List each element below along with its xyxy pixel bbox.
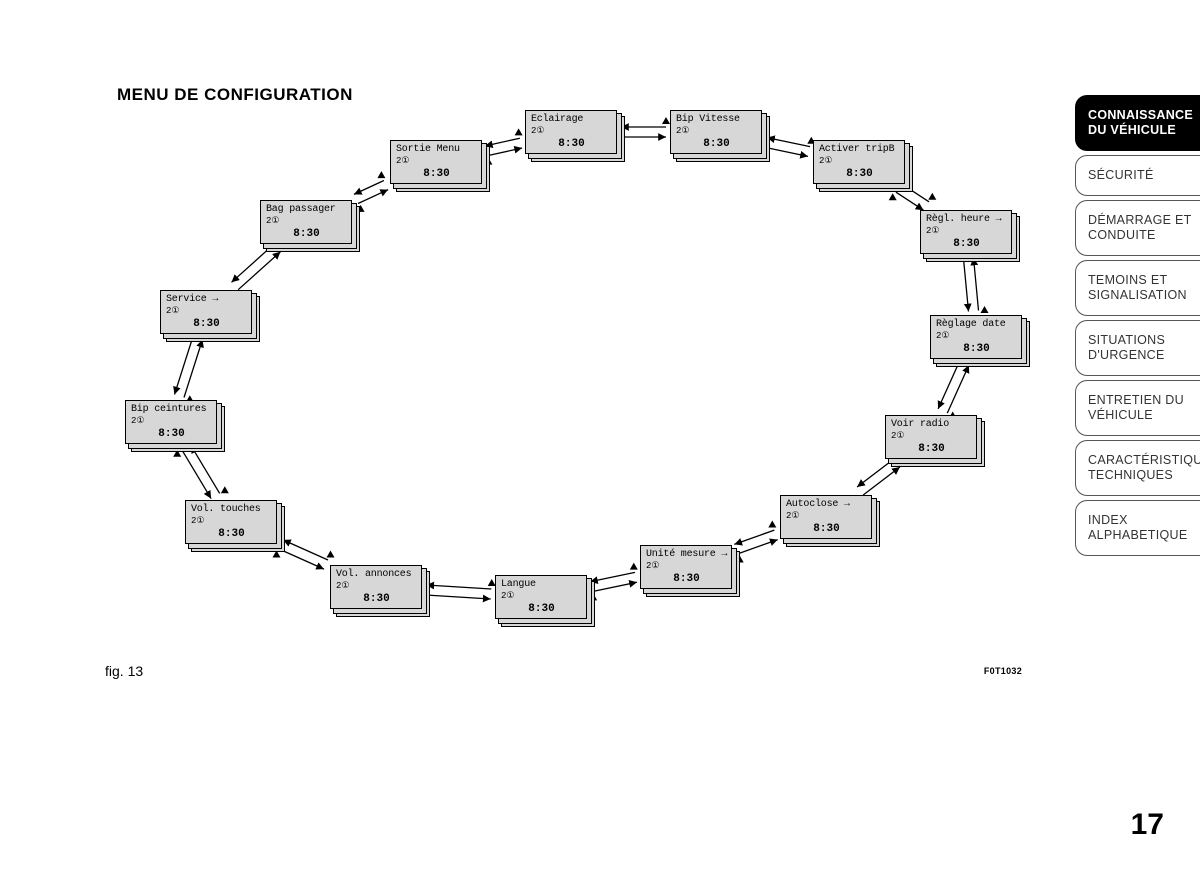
figure-code: F0T1032 <box>984 666 1022 676</box>
menu-node-sub: 2① <box>819 156 900 166</box>
menu-node-time: 8:30 <box>676 138 757 150</box>
menu-node-voirradio: Voir radio2① 8:30 <box>885 415 977 459</box>
menu-node-sub: 2① <box>936 331 1017 341</box>
menu-node-sub: 2① <box>891 431 972 441</box>
menu-node-time: 8:30 <box>396 168 477 180</box>
menu-node-time: 8:30 <box>166 318 247 330</box>
menu-node-sub: 2① <box>646 561 727 571</box>
menu-node-unitemesure: Unité mesure →2① 8:30 <box>640 545 732 589</box>
menu-node-label: Voir radio <box>891 419 972 430</box>
menu-node-label: Eclairage <box>531 114 612 125</box>
menu-node-sub: 2① <box>266 216 347 226</box>
section-tab[interactable]: SÉCURITÉ <box>1075 155 1200 196</box>
menu-node-sub: 2① <box>501 591 582 601</box>
section-tab[interactable]: CONNAISSANCE DU VÉHICULE <box>1075 95 1200 151</box>
menu-node-time: 8:30 <box>501 603 582 615</box>
menu-node-time: 8:30 <box>936 343 1017 355</box>
menu-node-time: 8:30 <box>819 168 900 180</box>
menu-node-eclairage: Eclairage2① 8:30 <box>525 110 617 154</box>
menu-node-autoclose: Autoclose →2① 8:30 <box>780 495 872 539</box>
menu-node-label: Vol. touches <box>191 504 272 515</box>
menu-node-sub: 2① <box>531 126 612 136</box>
menu-node-sub: 2① <box>786 511 867 521</box>
menu-node-reglagedate: Règlage date2① 8:30 <box>930 315 1022 359</box>
section-tabs: CONNAISSANCE DU VÉHICULESÉCURITÉDÉMARRAG… <box>1075 95 1200 560</box>
menu-node-time: 8:30 <box>926 238 1007 250</box>
menu-node-sub: 2① <box>336 581 417 591</box>
menu-node-sub: 2① <box>926 226 1007 236</box>
menu-node-sub: 2① <box>396 156 477 166</box>
menu-node-sub: 2① <box>676 126 757 136</box>
menu-node-bipceintures: Bip ceintures2① 8:30 <box>125 400 217 444</box>
menu-node-time: 8:30 <box>336 593 417 605</box>
menu-node-label: Règl. heure → <box>926 214 1007 225</box>
menu-node-time: 8:30 <box>786 523 867 535</box>
menu-node-time: 8:30 <box>891 443 972 455</box>
menu-node-label: Vol. annonces <box>336 569 417 580</box>
menu-node-volannonces: Vol. annonces2① 8:30 <box>330 565 422 609</box>
menu-node-time: 8:30 <box>191 528 272 540</box>
menu-node-label: Bip ceintures <box>131 404 212 415</box>
menu-node-label: Service → <box>166 294 247 305</box>
menu-node-activertripb: Activer tripB2① 8:30 <box>813 140 905 184</box>
menu-node-label: Règlage date <box>936 319 1017 330</box>
menu-node-voltouches: Vol. touches2① 8:30 <box>185 500 277 544</box>
menu-node-time: 8:30 <box>646 573 727 585</box>
menu-node-time: 8:30 <box>531 138 612 150</box>
section-tab[interactable]: INDEX ALPHABETIQUE <box>1075 500 1200 556</box>
menu-node-label: Bag passager <box>266 204 347 215</box>
menu-node-reglheure: Règl. heure →2① 8:30 <box>920 210 1012 254</box>
menu-node-time: 8:30 <box>266 228 347 240</box>
menu-node-label: Langue <box>501 579 582 590</box>
page-number: 17 <box>1131 808 1164 842</box>
menu-node-sub: 2① <box>191 516 272 526</box>
menu-node-label: Bip Vitesse <box>676 114 757 125</box>
menu-node-sub: 2① <box>131 416 212 426</box>
page: MENU DE CONFIGURATION Eclairage2①8:30Bip… <box>0 0 1200 886</box>
menu-node-label: Activer tripB <box>819 144 900 155</box>
figure-label: fig. 13 <box>105 663 143 679</box>
menu-node-bagpassager: Bag passager2① 8:30 <box>260 200 352 244</box>
section-tab[interactable]: DÉMARRAGE ET CONDUITE <box>1075 200 1200 256</box>
menu-node-bipvitesse: Bip Vitesse2① 8:30 <box>670 110 762 154</box>
menu-node-label: Unité mesure → <box>646 549 727 560</box>
section-tab[interactable]: ENTRETIEN DU VÉHICULE <box>1075 380 1200 436</box>
menu-node-label: Autoclose → <box>786 499 867 510</box>
section-tab[interactable]: SITUATIONS D'URGENCE <box>1075 320 1200 376</box>
section-tab[interactable]: CARACTÉRISTIQUES TECHNIQUES <box>1075 440 1200 496</box>
menu-node-label: Sortie Menu <box>396 144 477 155</box>
menu-node-sub: 2① <box>166 306 247 316</box>
menu-node-service: Service →2① 8:30 <box>160 290 252 334</box>
section-tab[interactable]: TEMOINS ET SIGNALISATION <box>1075 260 1200 316</box>
menu-node-time: 8:30 <box>131 428 212 440</box>
menu-node-langue: Langue2① 8:30 <box>495 575 587 619</box>
menu-node-sortiemenu: Sortie Menu2① 8:30 <box>390 140 482 184</box>
config-menu-cycle-diagram: Eclairage2①8:30Bip Vitesse2①8:30Activer … <box>100 95 1030 675</box>
